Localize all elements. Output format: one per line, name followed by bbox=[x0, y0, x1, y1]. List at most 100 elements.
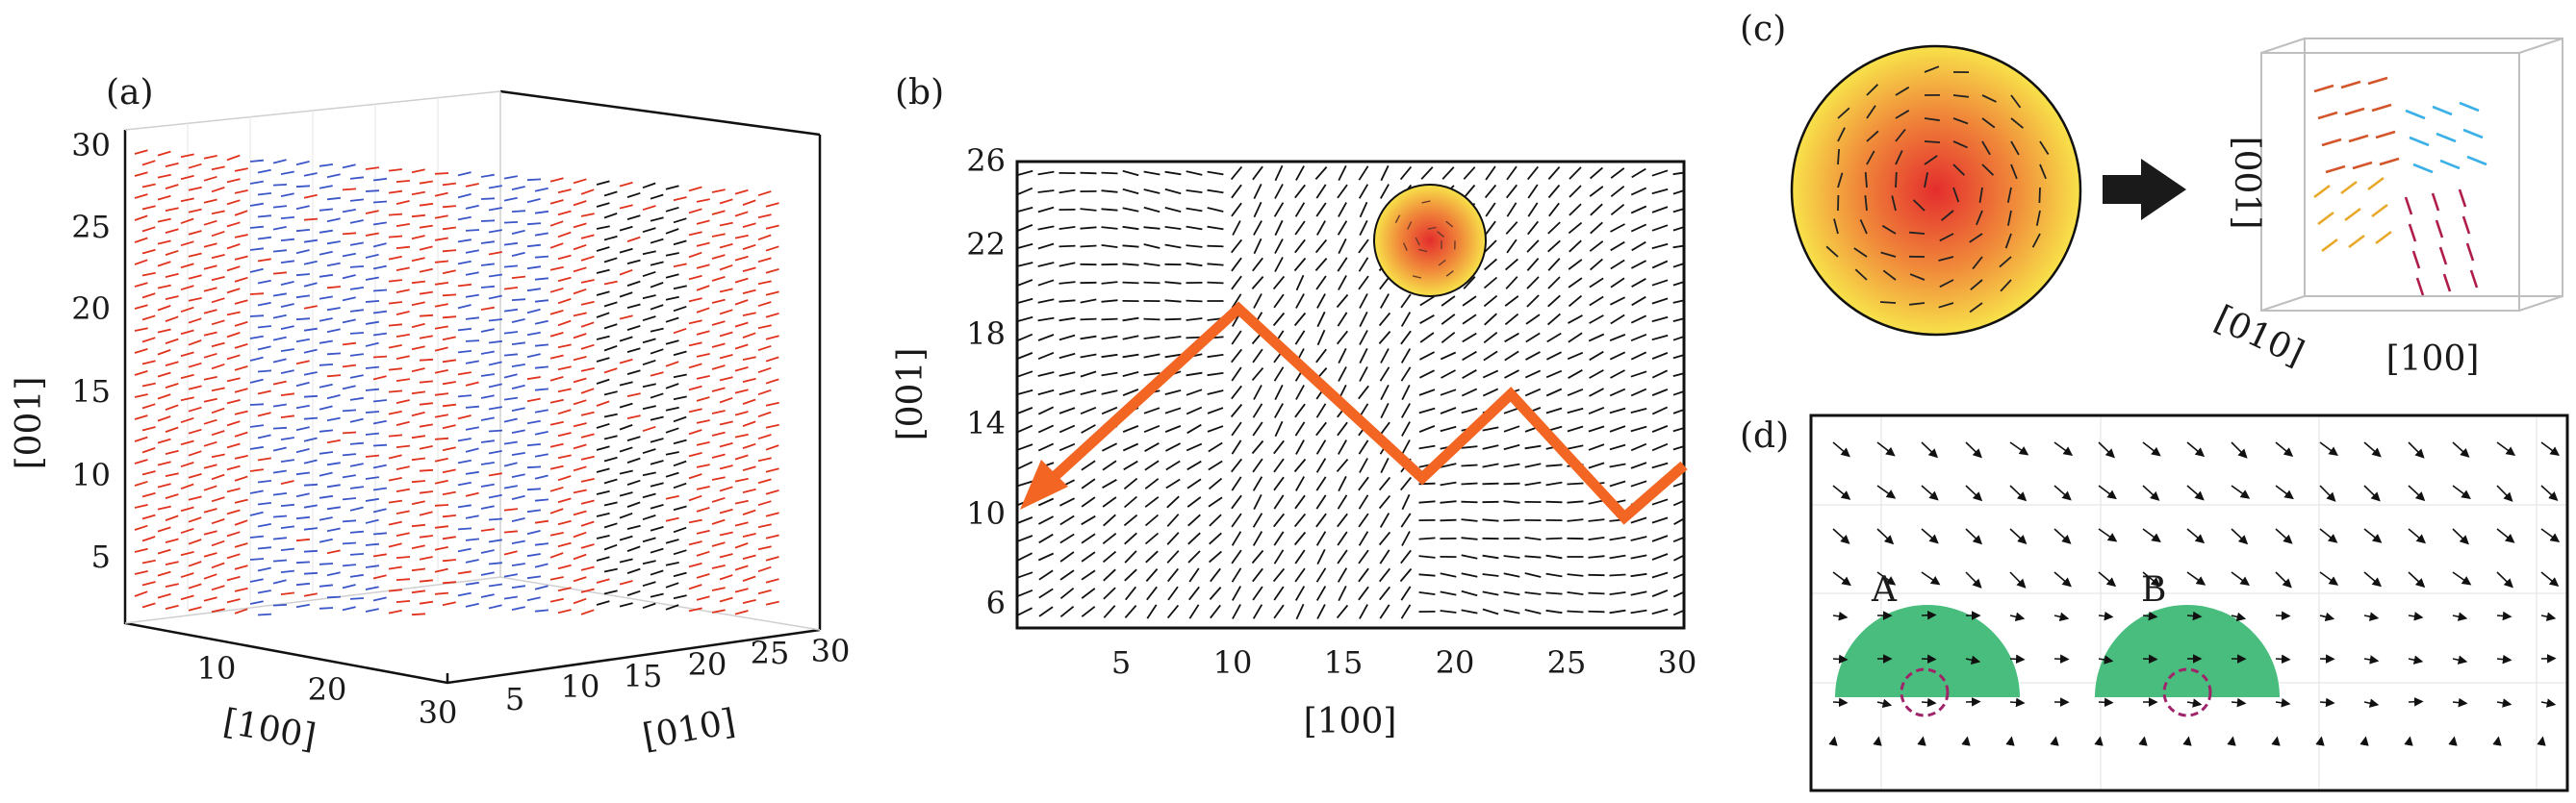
spin-arrow bbox=[719, 376, 733, 382]
director-dash bbox=[1462, 314, 1477, 325]
spin-arrow bbox=[488, 562, 502, 565]
spin-arrow bbox=[388, 542, 402, 548]
spin-arrow bbox=[303, 483, 319, 487]
spin-arrow bbox=[141, 426, 156, 432]
director-dash bbox=[1143, 263, 1160, 266]
spin-arrow bbox=[272, 559, 288, 563]
director-dash bbox=[1547, 276, 1561, 289]
director-dash bbox=[1252, 604, 1263, 619]
spin-arrow bbox=[696, 529, 710, 535]
spin-arrow bbox=[526, 243, 541, 248]
spin-arrow bbox=[757, 589, 772, 595]
director-dash bbox=[1547, 258, 1561, 271]
spin-arrow bbox=[395, 289, 410, 293]
spin-arrow bbox=[2452, 528, 2469, 545]
spin-arrow bbox=[2231, 528, 2249, 545]
director-dash bbox=[1400, 312, 1412, 327]
spin-arrow bbox=[757, 213, 772, 219]
spin-arrow bbox=[503, 221, 519, 224]
spin-arrow bbox=[511, 298, 526, 301]
spin-arrow bbox=[342, 606, 356, 612]
director-dash bbox=[1145, 550, 1159, 564]
director-dash bbox=[1461, 407, 1478, 414]
director-dash bbox=[1124, 568, 1137, 582]
box-arrow bbox=[2321, 138, 2342, 147]
spin-arrow bbox=[280, 325, 294, 330]
spin-arrow bbox=[165, 184, 179, 189]
spin-arrow bbox=[141, 205, 156, 211]
director-dash bbox=[1503, 425, 1520, 433]
spin-arrow bbox=[226, 377, 241, 383]
box-arrow bbox=[2466, 155, 2487, 166]
spin-arrow bbox=[342, 163, 356, 169]
spin-arrow bbox=[388, 565, 402, 570]
director-dash bbox=[1252, 165, 1263, 181]
spin-arrow bbox=[603, 257, 618, 263]
spin-arrow bbox=[619, 314, 633, 320]
director-dash bbox=[1017, 370, 1033, 378]
spin-arrow bbox=[165, 207, 179, 212]
spin-arrow bbox=[319, 405, 333, 411]
spin-arrow bbox=[549, 508, 564, 514]
director-dash bbox=[1526, 220, 1540, 236]
spin-arrow bbox=[411, 500, 425, 506]
disk-arrow bbox=[1859, 219, 1868, 235]
spin-arrow bbox=[326, 527, 341, 533]
circle-a bbox=[1900, 667, 1950, 717]
spin-arrow bbox=[619, 181, 633, 188]
spin-arrow bbox=[526, 530, 541, 536]
director-dash bbox=[1418, 369, 1436, 379]
spin-arrow bbox=[742, 599, 756, 604]
director-dash bbox=[1358, 531, 1369, 546]
spin-arrow bbox=[203, 397, 217, 403]
director-dash bbox=[1080, 171, 1097, 175]
spin-arrow bbox=[188, 362, 202, 368]
spin-arrow bbox=[557, 276, 572, 283]
director-dash bbox=[1651, 242, 1669, 250]
director-dash bbox=[1188, 567, 1200, 583]
spin-arrow bbox=[696, 419, 710, 424]
spin-arrow bbox=[272, 446, 287, 452]
director-dash bbox=[1630, 370, 1647, 378]
spin-arrow bbox=[596, 202, 610, 208]
spin-arrow bbox=[711, 587, 726, 591]
director-dash bbox=[1274, 403, 1284, 418]
director-dash bbox=[1058, 424, 1076, 434]
panel-a-cube-back bbox=[124, 90, 821, 631]
spin-arrow bbox=[203, 464, 217, 469]
spin-arrow bbox=[1965, 655, 1981, 665]
disk-arrow bbox=[2035, 210, 2041, 226]
director-dash bbox=[1506, 165, 1518, 181]
director-dash bbox=[1186, 170, 1203, 176]
director-dash bbox=[1122, 389, 1139, 396]
box-arrow bbox=[2432, 105, 2453, 116]
spin-arrow bbox=[526, 397, 541, 403]
director-dash bbox=[1358, 586, 1369, 601]
director-dash bbox=[1418, 555, 1436, 559]
spin-arrow bbox=[303, 437, 318, 442]
spin-arrow bbox=[549, 597, 564, 603]
spin-arrow bbox=[711, 518, 726, 525]
director-dash bbox=[1610, 167, 1625, 179]
spin-arrow bbox=[626, 567, 641, 574]
spin-arrow bbox=[303, 305, 318, 310]
director-dash bbox=[1651, 608, 1669, 615]
director-dash bbox=[1545, 407, 1563, 414]
spin-arrow bbox=[249, 511, 264, 516]
director-dash bbox=[1651, 498, 1669, 506]
director-dash bbox=[1251, 549, 1264, 565]
spin-arrow bbox=[157, 284, 171, 289]
disk-arrow bbox=[1909, 273, 1926, 281]
director-dash bbox=[1207, 281, 1224, 285]
spin-arrow bbox=[757, 234, 772, 241]
spin-arrow bbox=[488, 383, 502, 389]
box-arrow bbox=[2375, 230, 2392, 245]
spin-arrow bbox=[2182, 736, 2192, 746]
spin-arrow bbox=[1832, 697, 1849, 708]
director-dash bbox=[1672, 189, 1684, 195]
director-dash bbox=[1037, 497, 1055, 507]
director-dash bbox=[1485, 202, 1496, 217]
director-dash bbox=[1058, 244, 1076, 248]
spin-arrow bbox=[503, 196, 518, 202]
spin-arrow bbox=[272, 292, 287, 297]
